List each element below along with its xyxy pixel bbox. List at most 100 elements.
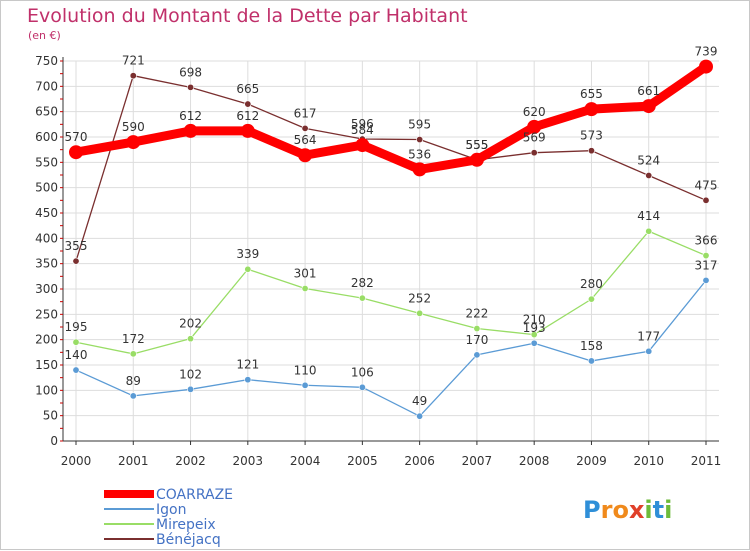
legend-label: COARRAZE xyxy=(156,487,233,503)
data-point xyxy=(702,196,710,204)
data-point xyxy=(416,309,424,317)
x-tick-label: 2006 xyxy=(404,454,435,468)
data-point xyxy=(527,119,542,134)
logo-letter: r xyxy=(601,496,613,524)
data-point xyxy=(240,123,255,138)
data-label: 102 xyxy=(179,367,202,381)
data-point xyxy=(298,148,313,163)
data-label: 739 xyxy=(695,45,718,59)
data-label: 612 xyxy=(236,109,259,123)
data-point xyxy=(187,385,195,393)
y-tick-label: 0 xyxy=(50,434,58,448)
data-label: 282 xyxy=(351,276,374,290)
logo-letter: o xyxy=(612,496,629,524)
series-line-0 xyxy=(71,62,711,174)
data-point xyxy=(469,152,484,167)
y-tick-label: 700 xyxy=(35,79,58,93)
plot-area xyxy=(63,61,719,441)
y-tick-label: 150 xyxy=(35,358,58,372)
data-point xyxy=(584,102,599,117)
data-point xyxy=(587,147,595,155)
data-point xyxy=(530,339,538,347)
data-point xyxy=(473,351,481,359)
data-label: 661 xyxy=(637,84,660,98)
data-label: 280 xyxy=(580,277,603,291)
data-label: 210 xyxy=(523,313,546,327)
y-tick-label: 500 xyxy=(35,181,58,195)
series-line-1 xyxy=(75,279,707,417)
data-label: 414 xyxy=(637,209,660,223)
x-tick-label: 2008 xyxy=(519,454,550,468)
y-tick-label: 300 xyxy=(35,282,58,296)
data-label: 195 xyxy=(65,320,88,334)
data-label: 252 xyxy=(408,291,431,305)
data-point xyxy=(645,347,653,355)
data-label: 617 xyxy=(294,106,317,120)
data-point xyxy=(645,172,653,180)
data-point xyxy=(641,99,656,114)
data-point xyxy=(358,383,366,391)
data-point xyxy=(187,83,195,91)
data-label: 655 xyxy=(580,87,603,101)
data-point xyxy=(301,284,309,292)
x-tick-label: 2003 xyxy=(233,454,264,468)
data-point xyxy=(530,149,538,157)
data-point xyxy=(699,59,713,74)
data-label: 202 xyxy=(179,317,202,331)
data-label: 339 xyxy=(236,247,259,261)
data-point xyxy=(702,252,710,260)
data-label: 366 xyxy=(695,234,718,248)
y-tick-label: 250 xyxy=(35,307,58,321)
data-label: 106 xyxy=(351,365,374,379)
x-tick-label: 2010 xyxy=(633,454,664,468)
y-tick-label: 600 xyxy=(35,130,58,144)
data-label: 612 xyxy=(179,109,202,123)
data-label: 158 xyxy=(580,339,603,353)
data-label: 475 xyxy=(695,178,718,192)
y-tick-label: 750 xyxy=(35,54,58,68)
series-line-3 xyxy=(75,75,707,262)
y-tick-label: 100 xyxy=(35,383,58,397)
data-label: 110 xyxy=(294,363,317,377)
data-point xyxy=(587,357,595,365)
y-tick-label: 350 xyxy=(35,257,58,271)
data-label: 193 xyxy=(523,321,546,335)
data-point xyxy=(645,227,653,235)
x-tick-label: 2007 xyxy=(462,454,493,468)
data-point xyxy=(301,124,309,132)
y-tick-label: 400 xyxy=(35,231,58,245)
data-point xyxy=(530,331,538,339)
data-label: 49 xyxy=(412,394,427,408)
data-label: 620 xyxy=(523,105,546,119)
x-tick-label: 2011 xyxy=(691,454,722,468)
data-point xyxy=(72,338,80,346)
data-point xyxy=(129,350,137,358)
data-label: 584 xyxy=(351,123,374,137)
y-tick-label: 450 xyxy=(35,206,58,220)
logo-letter: i xyxy=(664,496,672,524)
data-label: 698 xyxy=(179,65,202,79)
data-point xyxy=(244,376,252,384)
x-tick-label: 2005 xyxy=(347,454,378,468)
x-tick-label: 2002 xyxy=(175,454,206,468)
data-label: 524 xyxy=(637,154,660,168)
data-label: 89 xyxy=(126,374,141,388)
data-point xyxy=(412,162,427,177)
data-label: 222 xyxy=(465,307,488,321)
data-label: 665 xyxy=(236,82,259,96)
data-point xyxy=(183,123,198,138)
data-label: 301 xyxy=(294,266,317,280)
data-point xyxy=(416,412,424,420)
data-label: 596 xyxy=(351,117,374,131)
data-label: 570 xyxy=(65,130,88,144)
data-label: 555 xyxy=(465,138,488,152)
data-label: 170 xyxy=(465,333,488,347)
data-label: 536 xyxy=(408,147,431,161)
data-label: 573 xyxy=(580,129,603,143)
data-point xyxy=(244,100,252,108)
y-tick-label: 50 xyxy=(43,409,58,423)
data-label: 721 xyxy=(122,54,145,68)
y-tick-label: 550 xyxy=(35,155,58,169)
data-point xyxy=(72,366,80,374)
